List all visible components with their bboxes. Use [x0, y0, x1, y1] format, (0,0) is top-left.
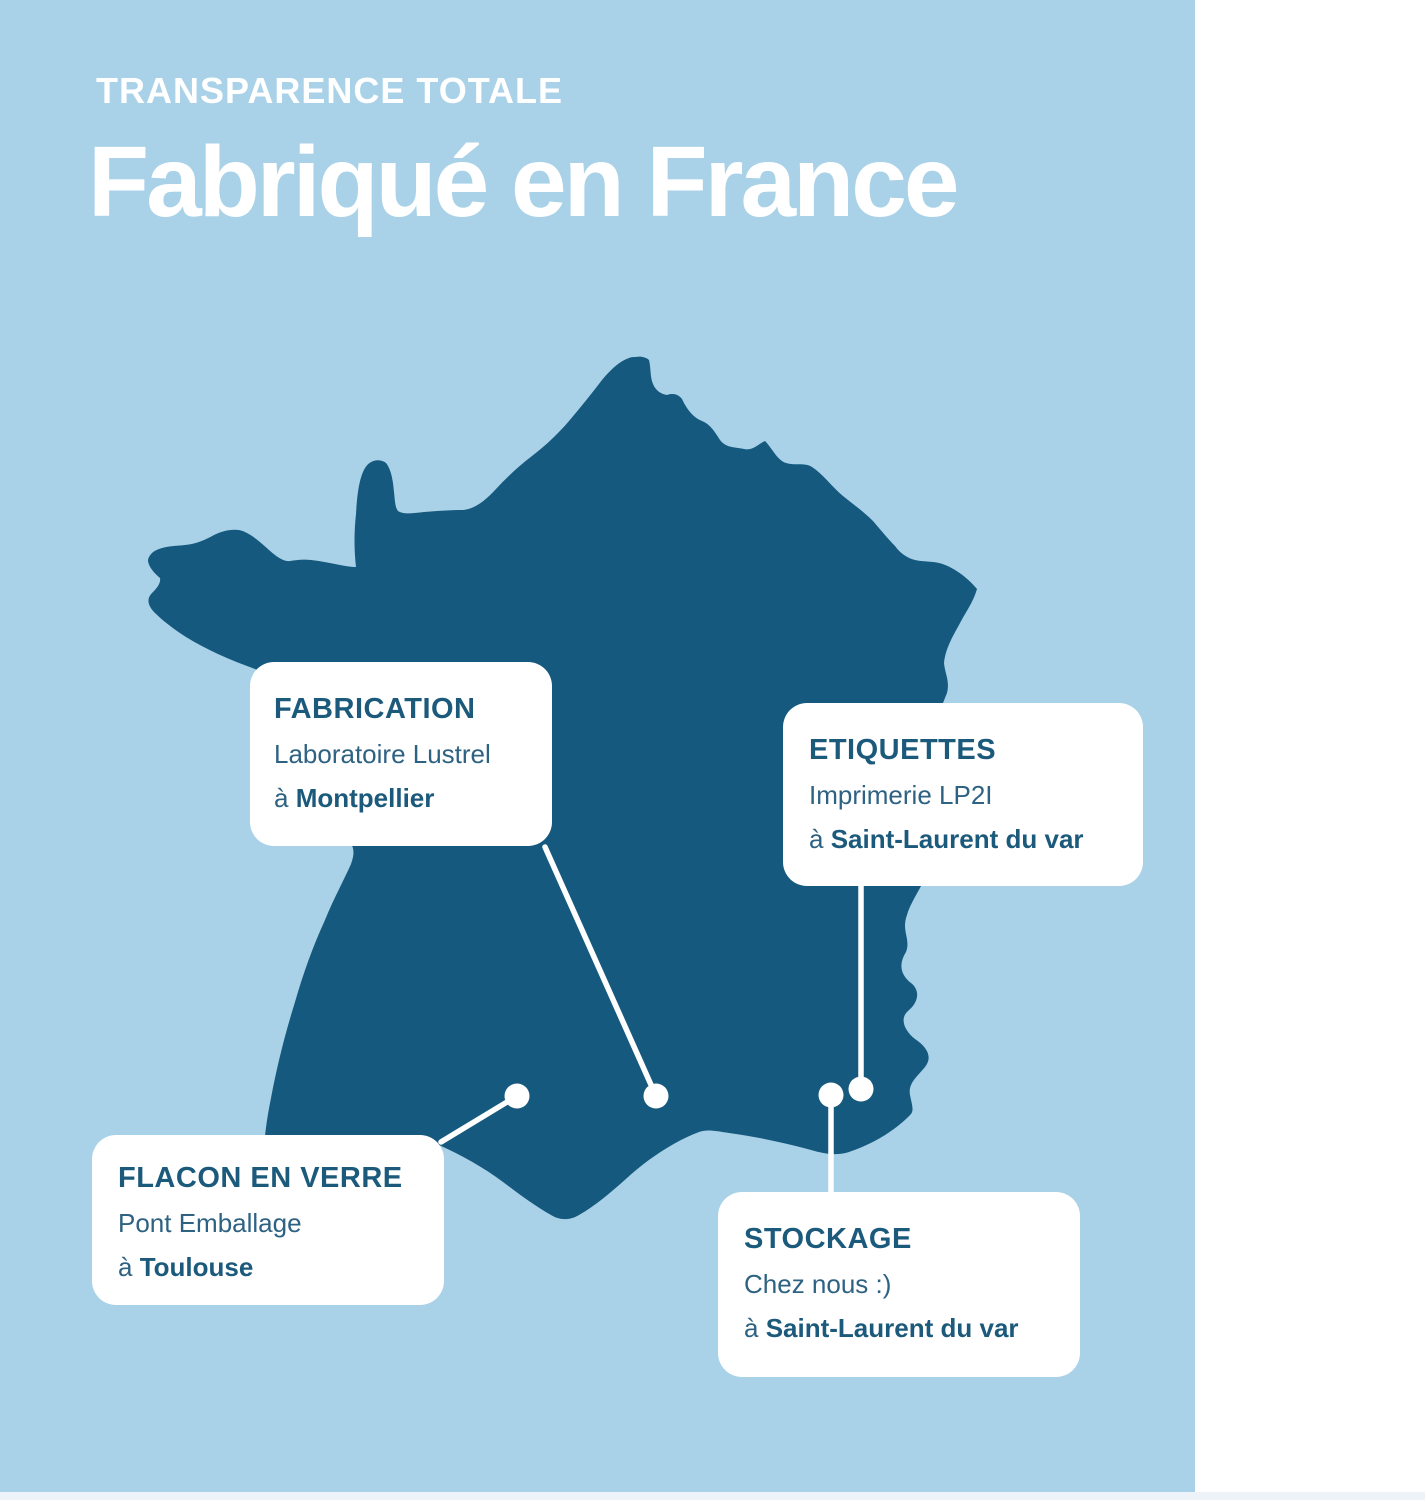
map-marker-stockage	[818, 1082, 844, 1108]
bottom-edge-strip	[0, 1492, 1425, 1500]
callout-stockage: STOCKAGE Chez nous :) à Saint-Laurent du…	[718, 1192, 1080, 1377]
callout-flacon-en-verre: FLACON EN VERRE Pont Emballage à Toulous…	[92, 1135, 444, 1305]
connector-line-flacon	[438, 1093, 520, 1145]
callout-title: FABRICATION	[274, 693, 476, 725]
callout-org: Chez nous :)	[744, 1269, 892, 1299]
callout-place: Saint-Laurent du var	[765, 1313, 1019, 1343]
callout-prefix: à	[809, 824, 824, 854]
callout-place: Montpellier	[295, 783, 435, 813]
eyebrow-text: TRANSPARENCE TOTALE	[96, 70, 564, 111]
callout-title: STOCKAGE	[744, 1223, 912, 1255]
page-title: Fabriqué en France	[88, 126, 959, 238]
callout-place-line: à Saint-Laurent du var	[744, 1313, 1080, 1344]
callout-prefix: à	[274, 783, 289, 813]
callout-org: Imprimerie LP2I	[809, 780, 993, 810]
badges-sidebar: FABRIQUÉ EN FRANCE 100% VEGAN CERTIFIÉ	[1195, 0, 1425, 1500]
callout-place-line: à Montpellier	[274, 783, 552, 814]
callout-place: Toulouse	[139, 1252, 254, 1282]
france-map-svg	[148, 356, 977, 1220]
map-marker-montpellier	[643, 1083, 669, 1109]
map-marker-toulouse	[504, 1083, 530, 1109]
callout-prefix: à	[744, 1313, 759, 1343]
callout-place-line: à Saint-Laurent du var	[809, 824, 1143, 855]
connector-line-fabrication	[542, 844, 659, 1099]
map-marker-saint-laurent	[848, 1076, 874, 1102]
callout-org: Laboratoire Lustrel	[274, 739, 491, 769]
callout-title: ETIQUETTES	[809, 734, 997, 766]
callout-prefix: à	[118, 1252, 133, 1282]
callout-title: FLACON EN VERRE	[118, 1162, 403, 1194]
map-panel: TRANSPARENCE TOTALE Fabriqué en France F…	[0, 0, 1195, 1500]
callout-etiquettes: ETIQUETTES Imprimerie LP2I à Saint-Laure…	[783, 703, 1143, 886]
callout-place: Saint-Laurent du var	[830, 824, 1084, 854]
callout-fabrication: FABRICATION Laboratoire Lustrel à Montpe…	[250, 662, 552, 846]
callout-org: Pont Emballage	[118, 1208, 302, 1238]
callout-place-line: à Toulouse	[118, 1252, 444, 1283]
france-map-shape	[148, 356, 977, 1220]
